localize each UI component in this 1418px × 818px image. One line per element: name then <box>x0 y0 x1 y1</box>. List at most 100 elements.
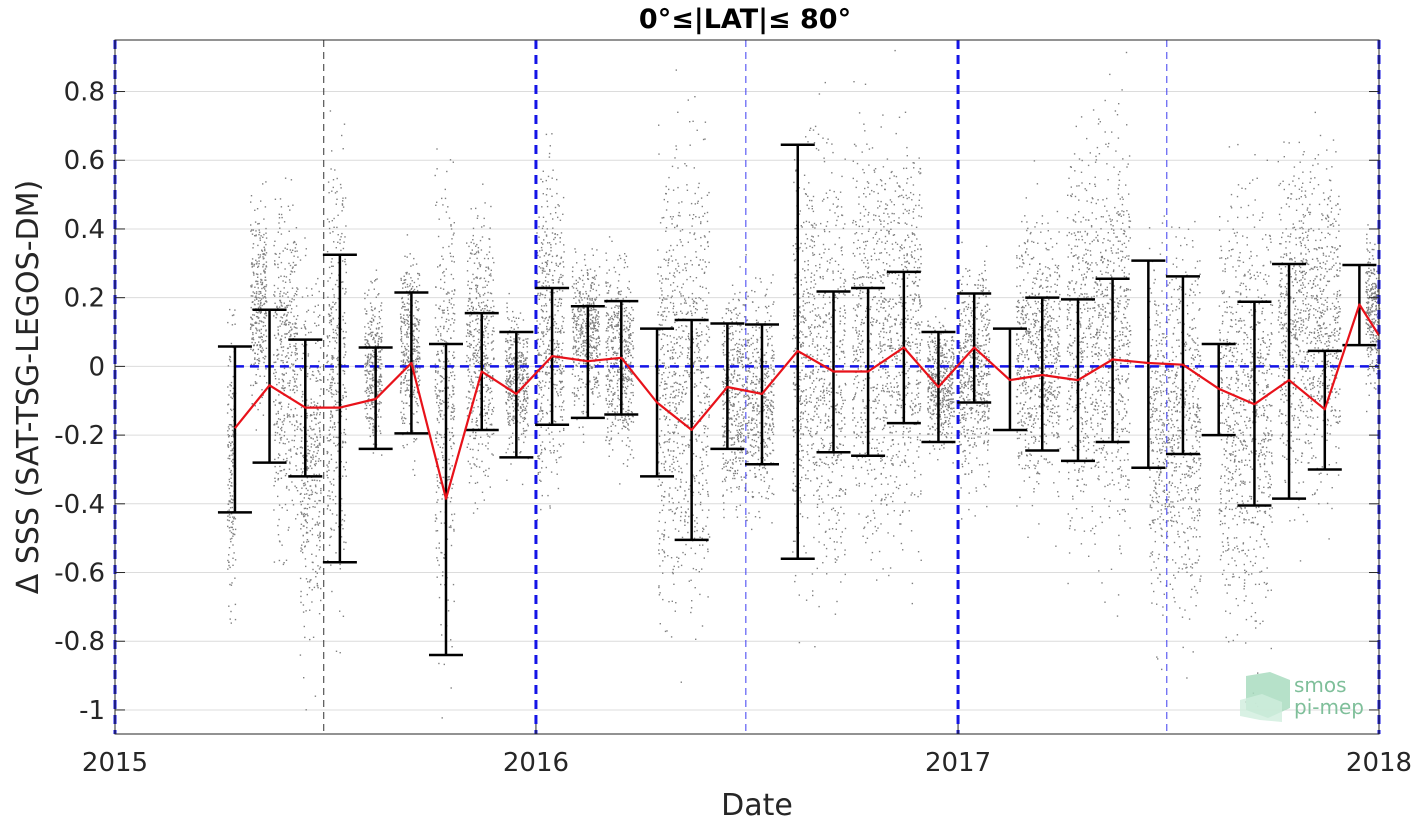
scatter-point <box>312 636 315 638</box>
scatter-point <box>546 366 548 368</box>
scatter-point <box>250 285 252 287</box>
scatter-point <box>234 618 237 621</box>
scatter-point <box>625 377 627 380</box>
scatter-point <box>284 281 287 283</box>
scatter-point <box>342 260 344 262</box>
scatter-point <box>549 441 551 443</box>
scatter-point <box>613 313 616 316</box>
scatter-point <box>436 148 438 150</box>
scatter-point <box>404 333 406 336</box>
scatter-point <box>607 411 609 413</box>
scatter-point <box>332 371 334 373</box>
scatter-point <box>472 410 474 412</box>
scatter-point <box>407 350 410 352</box>
scatter-point <box>445 318 448 320</box>
scatter-point <box>340 461 342 463</box>
scatter-point <box>518 377 520 379</box>
scatter-point <box>281 317 284 319</box>
scatter-point <box>477 406 479 408</box>
scatter-point <box>622 303 624 305</box>
scatter-point <box>289 416 291 418</box>
scatter-point <box>402 445 404 447</box>
scatter-point <box>616 386 619 388</box>
scatter-point <box>257 280 259 283</box>
scatter-point <box>556 461 558 464</box>
scatter-point <box>282 423 284 426</box>
scatter-point <box>453 513 456 515</box>
scatter-point <box>275 337 277 339</box>
scatter-point <box>373 338 375 340</box>
scatter-point <box>584 313 586 316</box>
scatter-point <box>579 378 581 380</box>
scatter-point <box>473 463 475 465</box>
scatter-point <box>627 341 629 343</box>
scatter-point <box>559 219 562 221</box>
scatter-point <box>593 350 595 352</box>
scatter-point <box>260 273 262 275</box>
scatter-point <box>629 398 631 400</box>
scatter-point <box>437 350 439 353</box>
scatter-point <box>327 345 329 347</box>
scatter-point <box>372 356 375 358</box>
scatter-point <box>544 373 547 375</box>
scatter-point <box>311 527 313 530</box>
scatter-point <box>550 359 552 362</box>
scatter-point <box>367 342 369 345</box>
scatter-point <box>589 290 592 292</box>
scatter-point <box>402 317 405 319</box>
scatter-point <box>289 264 292 267</box>
scatter-point <box>607 314 610 316</box>
scatter-point <box>545 355 547 358</box>
scatter-point <box>590 286 592 288</box>
scatter-point <box>549 298 551 300</box>
scatter-point <box>329 110 332 112</box>
scatter-point <box>486 362 489 364</box>
scatter-point <box>302 393 304 396</box>
scatter-point <box>301 390 304 393</box>
scatter-point <box>598 343 601 346</box>
scatter-point <box>406 234 409 236</box>
scatter-point <box>545 333 547 335</box>
scatter-point <box>380 416 382 418</box>
scatter-point <box>332 331 335 334</box>
scatter-point <box>263 334 265 336</box>
scatter-point <box>443 557 445 559</box>
scatter-point <box>369 416 371 419</box>
scatter-point <box>416 318 418 321</box>
scatter-point <box>277 329 279 331</box>
scatter-point <box>232 535 234 537</box>
scatter-point <box>443 309 445 311</box>
scatter-point <box>310 427 312 430</box>
scatter-point <box>595 329 598 332</box>
scatter-point <box>305 287 308 289</box>
scatter-point <box>542 193 544 195</box>
scatter-point <box>340 399 342 401</box>
scatter-point <box>613 393 616 395</box>
scatter-point <box>632 391 634 394</box>
scatter-point <box>507 418 509 420</box>
scatter-point <box>369 386 371 388</box>
scatter-point <box>335 332 337 334</box>
scatter-point <box>525 399 527 402</box>
scatter-point <box>519 337 521 339</box>
scatter-point <box>615 362 617 364</box>
scatter-point <box>257 317 259 319</box>
scatter-point <box>478 466 481 468</box>
scatter-point <box>546 348 549 350</box>
scatter-point <box>539 479 541 481</box>
scatter-point <box>627 409 629 412</box>
scatter-point <box>538 298 540 300</box>
scatter-point <box>310 461 312 464</box>
scatter-point <box>278 401 280 404</box>
scatter-point <box>307 295 309 297</box>
scatter-point <box>466 345 469 347</box>
scatter-point <box>560 373 563 375</box>
scatter-point <box>286 333 288 335</box>
scatter-point <box>278 276 280 279</box>
scatter-point <box>255 315 258 318</box>
scatter-point <box>286 457 288 460</box>
scatter-point <box>416 391 419 393</box>
scatter-point <box>328 440 331 442</box>
scatter-point <box>523 399 525 401</box>
scatter-point <box>507 412 509 414</box>
